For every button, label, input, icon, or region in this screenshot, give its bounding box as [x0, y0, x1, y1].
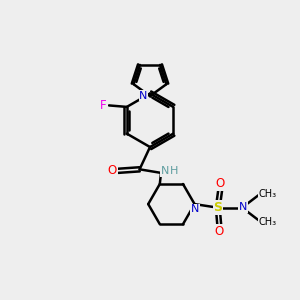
Text: S: S [213, 201, 222, 214]
Text: O: O [214, 225, 224, 238]
Text: N: N [191, 204, 200, 214]
Text: N: N [160, 167, 169, 176]
Text: N: N [239, 202, 248, 212]
Text: H: H [170, 166, 178, 176]
Text: F: F [100, 99, 107, 112]
Text: CH₃: CH₃ [258, 189, 277, 199]
Text: O: O [108, 164, 117, 177]
Text: O: O [215, 177, 225, 190]
Text: N: N [139, 91, 148, 100]
Text: CH₃: CH₃ [258, 217, 277, 226]
